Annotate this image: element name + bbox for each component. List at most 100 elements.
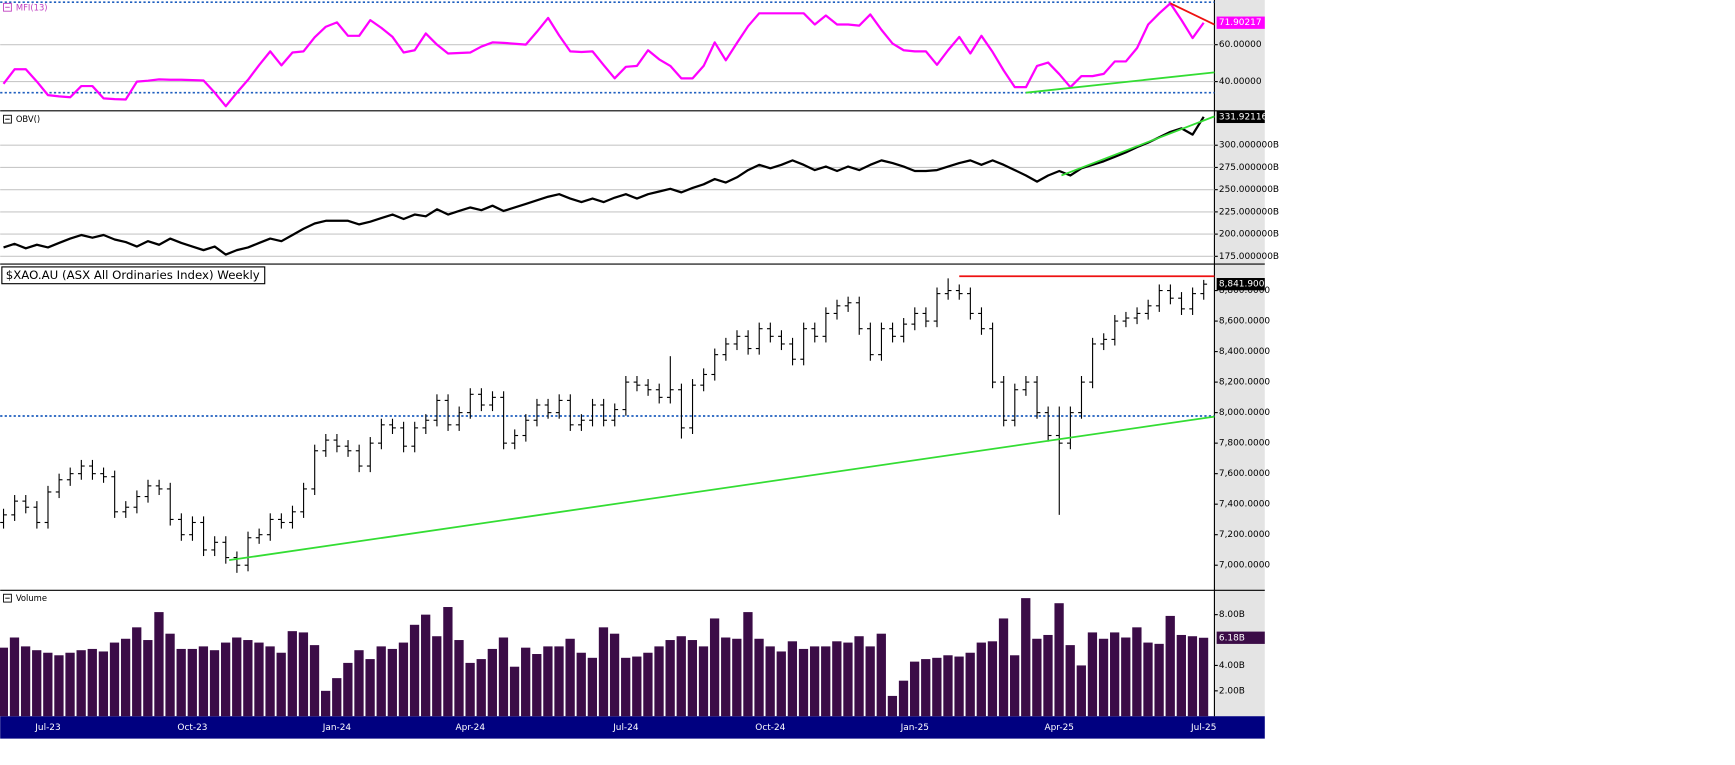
y-tick-label: 60.00000: [1219, 40, 1262, 50]
volume-bar: [65, 652, 75, 717]
volume-bar: [521, 647, 531, 717]
volume-bar: [465, 662, 475, 717]
y-tick-label: 175.000000B: [1219, 252, 1279, 262]
volume-bar: [843, 642, 853, 717]
volume-bar: [1054, 603, 1064, 717]
volume-bar: [932, 657, 942, 717]
volume-bar: [143, 640, 153, 717]
volume-bar: [732, 638, 742, 717]
volume-bar: [621, 657, 631, 717]
volume-bar: [87, 648, 97, 717]
volume-bar: [376, 646, 386, 717]
y-tick-label: 300.000000B: [1219, 141, 1279, 151]
volume-bar: [776, 651, 786, 717]
volume-bar: [354, 650, 364, 717]
volume-bar: [243, 640, 253, 717]
volume-bar: [98, 651, 109, 717]
last-value-box: [1216, 631, 1265, 644]
volume-bar: [132, 627, 142, 717]
y-tick-label: 7,200.0000: [1219, 530, 1270, 540]
volume-bar: [365, 659, 375, 717]
volume-bar: [343, 662, 353, 717]
volume-bar: [976, 642, 986, 717]
x-tick-label: Jan-24: [322, 723, 352, 733]
volume-bar: [665, 640, 675, 717]
volume-bar: [743, 612, 753, 717]
volume-bar: [120, 638, 131, 717]
volume-bar: [687, 640, 698, 717]
volume-bar: [1076, 665, 1086, 717]
volume-bar: [76, 650, 86, 717]
panel-title: MFI(13): [16, 2, 48, 12]
volume-bar: [198, 646, 209, 717]
y-tick-label: 2.00B: [1219, 686, 1245, 696]
volume-bar: [454, 640, 464, 717]
y-tick-label: 8.00B: [1219, 610, 1245, 620]
y-tick-label: 8,200.0000: [1219, 378, 1270, 388]
volume-bar: [565, 638, 575, 717]
last-value-box: [1216, 278, 1265, 291]
volume-bar: [409, 624, 420, 717]
volume-bar: [965, 652, 975, 717]
indicator-line: [2, 2, 1205, 108]
volume-bar: [154, 612, 164, 717]
volume-bar: [543, 646, 553, 717]
volume-bar: [698, 646, 709, 717]
volume-bar: [1165, 615, 1175, 717]
x-tick-label: Apr-25: [1045, 723, 1075, 733]
trendline: [1170, 2, 1215, 26]
volume-bar: [998, 618, 1009, 717]
volume-bar: [476, 659, 486, 717]
trendline: [1025, 71, 1215, 94]
volume-bar: [209, 650, 220, 717]
volume-bar: [576, 652, 586, 717]
panel-title-box: [1, 266, 266, 285]
volume-bar: [876, 633, 886, 717]
y-tick-label: 7,400.0000: [1219, 500, 1270, 510]
volume-bar: [587, 657, 597, 717]
volume-bar: [1110, 632, 1120, 717]
x-tick-label: Jul-23: [34, 723, 60, 733]
volume-bar: [809, 646, 820, 717]
volume-bar: [554, 646, 564, 717]
volume-bar: [1021, 598, 1031, 717]
volume-bar: [1176, 634, 1186, 717]
volume-bar: [1121, 637, 1131, 717]
volume-bar: [721, 637, 731, 717]
volume-bar: [765, 646, 775, 717]
volume-bar: [287, 631, 297, 717]
trendline: [1061, 115, 1215, 177]
volume-bar: [254, 642, 264, 717]
volume-bar: [798, 648, 809, 717]
volume-bar: [921, 659, 931, 717]
volume-bar: [887, 695, 898, 717]
y-tick-label: 40.00000: [1219, 77, 1262, 87]
volume-bar: [787, 641, 798, 717]
volume-bar: [1098, 638, 1109, 717]
volume-bar: [865, 646, 875, 717]
volume-bar: [954, 656, 964, 717]
volume-bar: [987, 641, 998, 717]
volume-bar: [298, 632, 309, 717]
volume-bar: [332, 678, 342, 717]
volume-bar: [398, 642, 409, 717]
volume-bar: [1132, 627, 1142, 717]
volume-bar: [432, 636, 442, 717]
last-value-label: 6.18B: [1219, 633, 1245, 643]
volume-bar: [676, 636, 686, 717]
y-tick-label: 7,600.0000: [1219, 469, 1270, 479]
y-tick-label: 225.000000B: [1219, 207, 1279, 217]
panel-title: Volume: [16, 593, 47, 603]
volume-bar: [609, 633, 620, 717]
y-tick-label: 8,800.0000: [1219, 286, 1270, 296]
volume-bar: [654, 646, 664, 717]
last-value-box: [1216, 16, 1265, 29]
volume-bar: [1043, 634, 1053, 717]
x-tick-label: Jul-25: [1190, 723, 1216, 733]
volume-bar: [909, 661, 920, 717]
last-value-label: 8,841.9003: [1219, 280, 1270, 290]
volume-bar: [321, 690, 331, 717]
volume-bar: [598, 627, 609, 717]
volume-bar: [187, 648, 197, 717]
